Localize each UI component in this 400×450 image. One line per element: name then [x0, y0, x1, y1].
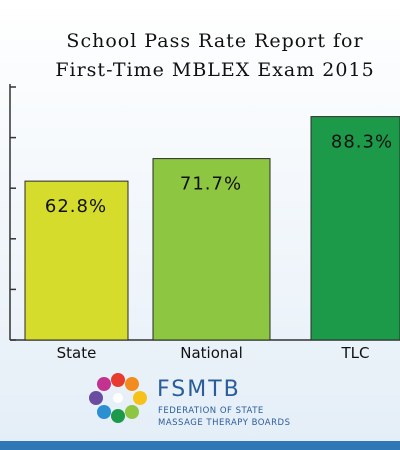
- bar: [24, 180, 129, 341]
- footer-bar: [0, 441, 400, 450]
- x-tick-label: TLC: [341, 344, 370, 362]
- logo-line: MASSAGE THERAPY BOARDS: [158, 418, 290, 428]
- bar: [310, 116, 400, 341]
- logo-line: FEDERATION OF STATE: [158, 406, 264, 416]
- logo-icon: [89, 373, 147, 423]
- x-tick-label: State: [57, 344, 97, 362]
- value-label: 62.8%: [45, 196, 107, 217]
- chart-title: School Pass Rate Report for: [66, 30, 363, 52]
- x-tick-label: National: [180, 344, 243, 362]
- value-label: 88.3%: [331, 132, 393, 153]
- value-label: 71.7%: [180, 174, 242, 195]
- bar: [152, 158, 271, 341]
- chart-subtitle: First-Time MBLEX Exam 2015: [55, 59, 374, 81]
- logo-name: FSMTB: [157, 377, 241, 402]
- plot: 62.8% State 71.7% National 88.3% TLC: [9, 84, 400, 362]
